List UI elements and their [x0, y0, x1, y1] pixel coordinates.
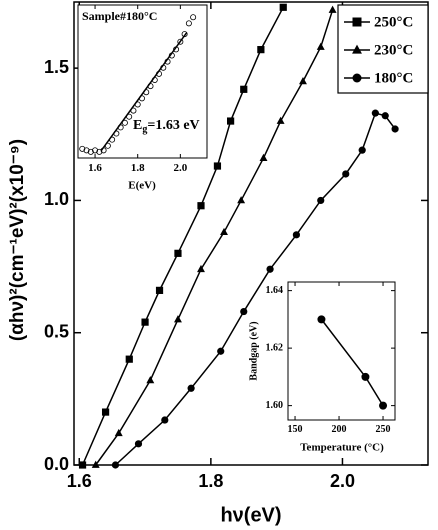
annotation: Eg=1.63 eV	[133, 118, 200, 135]
marker-open-circle	[83, 147, 90, 154]
marker-triangle	[328, 5, 337, 13]
marker-circle	[391, 125, 399, 133]
marker-open-circle	[92, 147, 99, 154]
marker-circle	[111, 461, 120, 469]
x-tick-label: 1.8	[131, 162, 145, 174]
plot-frame	[77, 4, 208, 159]
marker-circle	[217, 347, 225, 355]
marker-triangle	[276, 116, 285, 124]
marker-open-circle	[190, 14, 197, 21]
marker-square	[125, 355, 133, 363]
marker-square	[279, 3, 287, 11]
legend-label: 230°C	[374, 42, 413, 58]
marker-circle	[292, 231, 301, 239]
x-tick-label: 1.6	[88, 162, 102, 174]
y-tick-label: 1.64	[266, 285, 284, 296]
marker-square	[213, 162, 222, 170]
series-line	[81, 6, 284, 466]
x-tick-label: 1.8	[198, 471, 223, 491]
annotation-sub: g	[142, 124, 147, 135]
marker-open-circle	[87, 148, 94, 155]
marker-triangle	[146, 376, 155, 384]
marker-square	[141, 318, 149, 326]
marker-square	[197, 202, 205, 210]
marker-open-circle	[79, 145, 86, 152]
marker-circle	[379, 401, 388, 410]
marker-open-circle	[185, 20, 192, 27]
x-tick-label: 200	[332, 424, 347, 435]
marker-square	[227, 117, 235, 125]
marker-triangle	[197, 264, 205, 273]
annotation-rest: =1.63 eV	[147, 118, 199, 133]
marker-circle	[266, 265, 274, 273]
marker-open-circle	[96, 148, 103, 155]
marker-triangle	[316, 42, 325, 50]
x-axis-label: hν(eV)	[220, 504, 281, 526]
x-tick-label: 2.0	[330, 471, 355, 491]
marker-square	[155, 286, 164, 294]
marker-square	[101, 408, 110, 416]
annotation-text: E	[133, 118, 142, 133]
series-line	[95, 9, 334, 466]
marker-triangle	[259, 153, 268, 161]
marker-circle	[317, 315, 326, 324]
y-tick-label: 1.5	[44, 57, 69, 77]
marker-triangle	[352, 44, 362, 54]
marker-circle	[187, 384, 195, 392]
marker-triangle	[114, 428, 123, 437]
marker-circle	[317, 196, 325, 205]
marker-circle	[361, 372, 370, 381]
legend-label: 250°C	[374, 14, 413, 30]
fit-line	[100, 32, 188, 151]
marker-triangle	[299, 77, 307, 85]
marker-triangle	[174, 315, 182, 323]
y-tick-label: 0.5	[44, 321, 69, 341]
x-tick-label: 2.0	[173, 162, 187, 174]
marker-circle	[358, 146, 366, 154]
inset-title: Sample#180°C	[82, 9, 157, 23]
y-tick-label: 0.0	[44, 454, 69, 474]
marker-circle	[134, 440, 143, 448]
y-tick-label: 1.60	[266, 400, 284, 411]
x-tick-label: 150	[288, 424, 303, 435]
marker-square	[174, 249, 182, 257]
marker-triangle	[91, 460, 100, 468]
y-tick-label: 1.0	[44, 189, 69, 209]
marker-triangle	[237, 196, 246, 204]
marker-triangle	[220, 227, 228, 236]
marker-circle	[342, 170, 350, 178]
marker-square	[352, 17, 362, 27]
legend-label: 180°C	[374, 70, 413, 86]
marker-circle	[352, 73, 362, 83]
y-tick-label: 1.62	[266, 342, 284, 353]
marker-square	[78, 461, 87, 469]
x-tick-label: 1.6	[67, 471, 92, 491]
series-line	[114, 112, 396, 466]
y-axis-label: (αhν)²(cm⁻¹eV)²(x10⁻⁹)	[7, 139, 28, 341]
marker-circle	[240, 307, 248, 316]
inset-x-label: E(eV)	[128, 180, 156, 192]
inset-x-label: Temperature (°C)	[300, 442, 384, 454]
inset-y-label: Bandgap (eV)	[248, 321, 259, 380]
marker-circle	[161, 416, 169, 424]
x-tick-label: 250	[376, 424, 391, 435]
marker-square	[240, 85, 248, 93]
marker-circle	[381, 112, 389, 120]
marker-circle	[371, 109, 379, 117]
marker-open-circle	[177, 38, 184, 45]
marker-square	[257, 46, 265, 54]
